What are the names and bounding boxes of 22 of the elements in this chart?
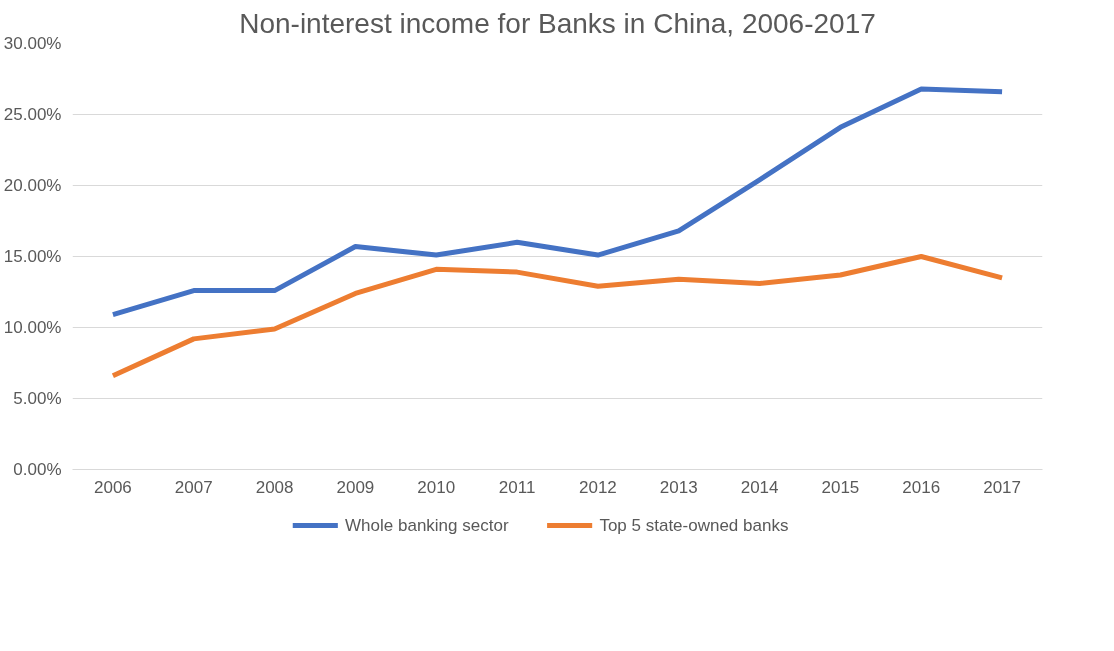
x-tick-label: 2010 (417, 477, 456, 497)
y-tick-label: 5.00% (13, 389, 62, 408)
x-tick-label: 2007 (174, 477, 213, 497)
y-tick-label: 10.00% (3, 318, 62, 337)
legend-label: Whole banking sector (345, 516, 509, 535)
x-tick-label: 2016 (902, 477, 941, 497)
x-tick-label: 2011 (498, 477, 536, 497)
x-tick-label: 2008 (255, 477, 294, 497)
chart-title: Non-interest income for Banks in China, 2006-2017 (239, 7, 876, 39)
x-tick-label: 2014 (740, 477, 779, 497)
x-tick-label: 2012 (579, 477, 617, 497)
x-tick-label: 2006 (94, 477, 132, 497)
x-tick-label: 2015 (821, 477, 860, 497)
y-tick-label: 30.00% (3, 34, 62, 53)
y-tick-label: 25.00% (3, 105, 62, 124)
y-tick-label: 20.00% (3, 176, 62, 195)
x-tick-label: 2009 (336, 477, 375, 497)
x-tick-label: 2013 (659, 477, 698, 497)
y-tick-label: 15.00% (3, 247, 62, 266)
legend-label: Top 5 state-owned banks (599, 516, 789, 535)
x-tick-label: 2017 (983, 477, 1021, 497)
y-tick-label: 0.00% (13, 460, 62, 479)
